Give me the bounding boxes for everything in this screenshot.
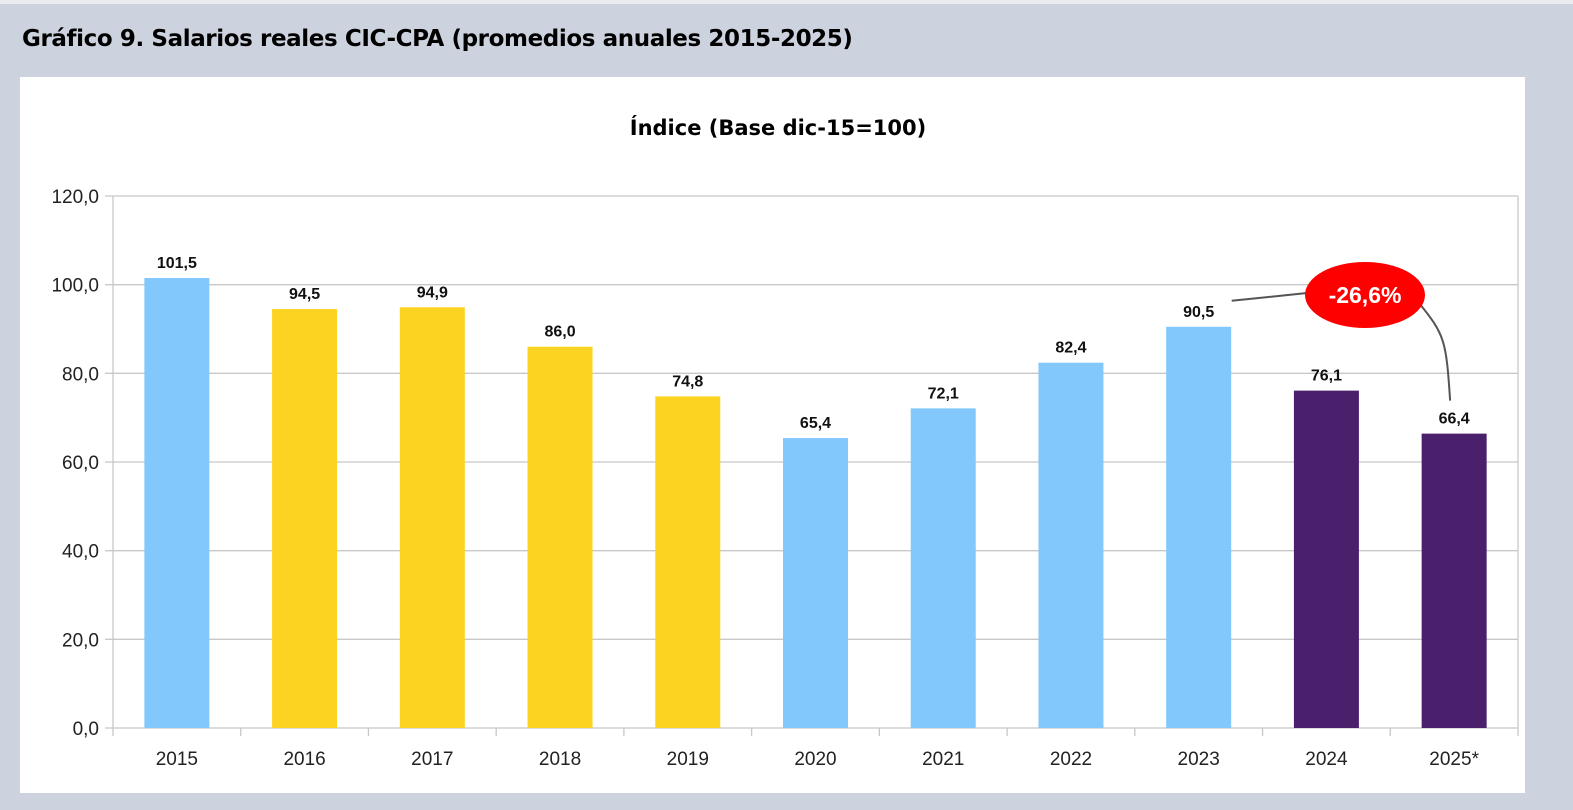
- chart-title: Índice (Base dic-15=100): [630, 115, 926, 140]
- y-tick-label: 80,0: [62, 364, 99, 385]
- bar-chart: Índice (Base dic-15=100) 0,0 20,0 40,0 60,0…: [51, 115, 1519, 770]
- data-label: 65,4: [800, 415, 831, 432]
- data-label: 90,5: [1183, 304, 1214, 321]
- data-label: 76,1: [1311, 368, 1342, 385]
- top-strip: [0, 0, 1573, 4]
- x-tick-label: 2020: [794, 749, 836, 770]
- x-tick-label: 2021: [922, 749, 964, 770]
- y-tick-label: 100,0: [51, 276, 99, 297]
- y-tick-label: 20,0: [62, 630, 99, 651]
- x-tick-label: 2015: [156, 749, 198, 770]
- data-label: 66,4: [1439, 411, 1470, 428]
- x-tick-label: 2019: [667, 749, 709, 770]
- x-tick-label: 2025*: [1429, 749, 1479, 770]
- data-label: 94,5: [289, 286, 320, 303]
- bar-2019: [655, 396, 721, 728]
- bar-2020: [783, 438, 848, 728]
- x-tick-label: 2024: [1305, 749, 1348, 770]
- y-tick-label: 0,0: [73, 719, 99, 740]
- y-tick-label: 120,0: [51, 187, 99, 208]
- x-tick-label: 2017: [411, 749, 453, 770]
- data-label: 101,5: [157, 255, 197, 272]
- bar-2016: [272, 309, 338, 728]
- annotation: -26,6%: [1231, 262, 1452, 401]
- page-title: Gráfico 9. Salarios reales CIC-CPA (prom…: [22, 26, 853, 52]
- x-tick-label: 2018: [539, 749, 581, 770]
- bar-2025*: [1421, 433, 1487, 728]
- data-labels: 101,5 94,5 94,9 86,0 74,8 65,4 72,1 82,4 90,5 76,…: [157, 255, 1470, 432]
- data-label: 86,0: [544, 324, 575, 341]
- bars: [144, 278, 1487, 728]
- bar-2021: [910, 408, 976, 728]
- bar-2018: [527, 346, 593, 728]
- y-tick-label: 40,0: [62, 542, 99, 563]
- annotation-label: -26,6%: [1329, 282, 1402, 308]
- annotation-connector-right: [1418, 302, 1452, 401]
- data-label: 72,1: [928, 385, 959, 402]
- bar-2024: [1293, 390, 1359, 728]
- x-tick-label: 2022: [1050, 749, 1092, 770]
- annotation-connector-left: [1231, 292, 1308, 302]
- bar-2022: [1038, 362, 1104, 728]
- chart-panel: Índice (Base dic-15=100) 0,0 20,0 40,0 60,0…: [20, 77, 1525, 793]
- y-tick-label: 60,0: [62, 453, 99, 474]
- annotation-ellipse: [1305, 262, 1425, 328]
- x-tick-label: 2023: [1178, 749, 1220, 770]
- data-label: 94,9: [417, 284, 448, 301]
- x-axis-labels: 2015 2016 2017 2018 2019 2020 2021 2022 2023 2024…: [156, 749, 1480, 770]
- y-axis-labels: 0,0 20,0 40,0 60,0 80,0 100,0 120,0: [51, 187, 99, 740]
- data-label: 82,4: [1055, 340, 1086, 357]
- bar-2023: [1166, 326, 1232, 728]
- bar-2017: [399, 307, 465, 728]
- data-label: 74,8: [672, 373, 703, 390]
- x-tick-label: 2016: [283, 749, 325, 770]
- bar-2015: [144, 278, 210, 728]
